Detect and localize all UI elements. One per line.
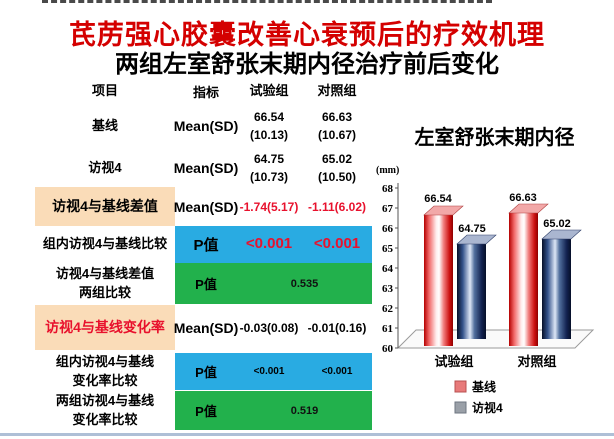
bar-chart: 左室舒张末期内径	[375, 115, 614, 439]
y-tick-label: 63	[382, 283, 394, 295]
top-crop-marks	[42, 0, 492, 3]
test-value: <0.001	[245, 235, 293, 253]
table-row: 两组访视4与基线 变化率比较 P值 0.519	[0, 391, 380, 430]
row-label-line1: 组内访视4与基线	[55, 353, 155, 369]
test-value: <0.001	[253, 366, 285, 377]
row-metric: P值	[195, 404, 217, 419]
row-label-line2: 变化率比较	[72, 411, 138, 427]
table-row: 访视4与基线差值 两组比较 P值 0.535	[0, 263, 380, 304]
y-tick-label: 64	[382, 263, 394, 275]
value-sd: (10.67)	[317, 128, 357, 142]
value-sd: (10.13)	[249, 128, 289, 142]
row-metric: Mean(SD)	[173, 198, 239, 215]
header-item: 项目	[91, 82, 118, 98]
row-label: 组内访视4与基线比较	[42, 236, 168, 252]
chart-plot-area: (mm) 68 67 66 65 64 63 62 61 60	[376, 165, 595, 415]
bar-value-label: 64.75	[458, 223, 486, 235]
control-value: 65.02 (10.50)	[302, 148, 372, 188]
table-row: 基线 Mean(SD) 66.54 (10.13) 66.63 (10.67)	[0, 104, 380, 148]
chart-title: 左室舒张末期内径	[414, 127, 575, 149]
value-mean: 66.54	[253, 110, 285, 124]
y-tick-label: 60	[382, 343, 394, 355]
test-value: -1.74(5.17)	[239, 199, 299, 214]
row-label-line1: 两组访视4与基线	[55, 392, 155, 408]
slide-subtitle: 两组左室舒张末期内径治疗前后变化	[115, 51, 499, 78]
header-test-group: 试验组	[249, 83, 289, 99]
bar-value-label: 66.63	[509, 192, 537, 204]
y-tick-label: 68	[382, 183, 394, 195]
table-row: 组内访视4与基线比较 P值 <0.001 <0.001	[0, 226, 380, 263]
legend-label-baseline: 基线	[471, 379, 496, 394]
slide-bottom-rule	[0, 433, 614, 436]
value-sd: (10.73)	[249, 170, 289, 184]
row-metric: P值	[195, 277, 217, 292]
highlight-band-blue	[175, 226, 372, 263]
bar-value-label: 65.02	[543, 218, 571, 230]
control-value: 66.63 (10.67)	[302, 104, 372, 148]
control-value: <0.001	[313, 235, 361, 253]
row-metric: Mean(SD)	[173, 160, 239, 176]
row-label: 访视4与基线变化率	[35, 305, 175, 350]
slide-title: 芪苈强心胶囊改善心衰预后的疗效机理	[69, 20, 545, 50]
test-value: 64.75 (10.73)	[234, 148, 304, 188]
header-control-group: 对照组	[317, 83, 357, 99]
test-value: 66.54 (10.13)	[234, 104, 304, 148]
bar-value-label: 66.54	[424, 193, 452, 205]
table-row: 访视4与基线变化率 Mean(SD) -0.03(0.08) -0.01(0.1…	[0, 305, 380, 350]
bar-baseline-control	[508, 203, 549, 346]
merged-p-value: 0.535	[290, 277, 319, 290]
highlight-band-green	[175, 263, 372, 304]
y-tick-label: 61	[382, 323, 393, 335]
row-metric: P值	[193, 237, 219, 254]
row-label: 两组访视4与基线 变化率比较	[35, 391, 175, 430]
results-table: 项目 指标 试验组 对照组 基线 Mean(SD) 66.54 (10.13) …	[0, 80, 380, 430]
merged-p-value: 0.519	[290, 404, 319, 417]
y-tick-label: 66	[382, 223, 394, 235]
bar-visit4-control	[541, 229, 582, 339]
chart-legend: 基线 访视4	[454, 379, 503, 415]
x-category-label: 试验组	[434, 354, 473, 369]
bar-visit4-test	[456, 234, 497, 339]
row-label: 访视4与基线差值	[35, 187, 175, 226]
row-label: 基线	[91, 117, 118, 133]
bar-baseline-test	[423, 205, 464, 346]
y-axis-ticks	[395, 187, 398, 349]
table-row: 访视4与基线差值 Mean(SD) -1.74(5.17) -1.11(6.02…	[0, 187, 380, 226]
table-row: 访视4 Mean(SD) 64.75 (10.73) 65.02 (10.50)	[0, 148, 380, 188]
row-label: 访视4	[88, 159, 122, 175]
header-metric: 指标	[192, 84, 219, 100]
x-category-label: 对照组	[517, 354, 556, 369]
row-label-line2: 两组比较	[78, 284, 131, 300]
row-metric: Mean(SD)	[173, 118, 239, 134]
value-sd: (10.50)	[317, 170, 357, 184]
highlight-band-green	[175, 391, 372, 430]
control-value: -0.01(0.16)	[307, 320, 367, 335]
row-label-line1: 访视4与基线差值	[55, 265, 155, 281]
legend-swatch-visit4	[454, 401, 467, 414]
row-label: 访视4与基线差值 两组比较	[35, 263, 175, 304]
row-label-line2: 变化率比较	[72, 372, 138, 388]
row-metric: P值	[195, 365, 217, 380]
test-value: -0.03(0.08)	[239, 320, 299, 335]
table-row: 组内访视4与基线 变化率比较 P值 <0.001 <0.001	[0, 353, 380, 390]
control-value: -1.11(6.02)	[307, 199, 367, 214]
table-header-row: 项目 指标 试验组 对照组	[0, 80, 380, 102]
y-axis-unit-label: (mm)	[376, 165, 399, 176]
row-label: 组内访视4与基线 变化率比较	[35, 353, 175, 390]
highlight-band-blue	[175, 353, 372, 390]
value-mean: 64.75	[253, 152, 285, 166]
value-mean: 66.63	[321, 110, 353, 124]
value-mean: 65.02	[321, 152, 353, 166]
legend-label-visit4: 访视4	[472, 400, 503, 415]
legend-swatch-baseline	[454, 380, 467, 393]
y-tick-label: 62	[382, 303, 394, 315]
y-tick-label: 65	[382, 243, 394, 255]
row-metric: Mean(SD)	[173, 319, 239, 336]
control-value: <0.001	[321, 366, 353, 377]
y-tick-label: 67	[382, 203, 394, 215]
